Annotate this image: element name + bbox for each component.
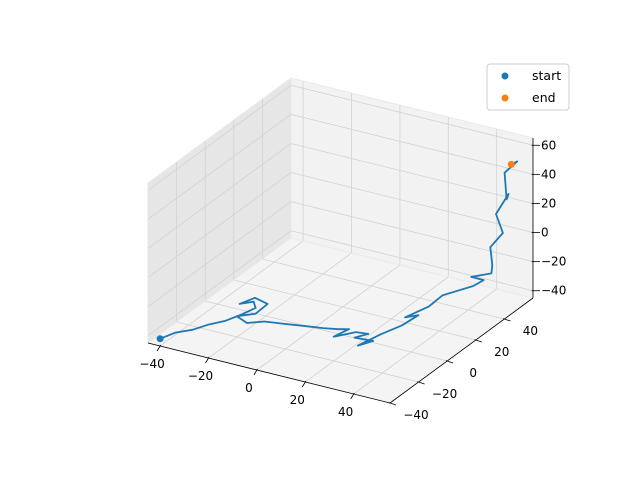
tick-x (156, 344, 162, 352)
tick-label-y: 40 (523, 324, 538, 338)
grid-line-z (147, 201, 292, 307)
axis-line-x (147, 342, 391, 404)
pane-floor (148, 238, 533, 403)
pane-edge (147, 237, 292, 344)
grid-line-x (353, 288, 497, 395)
grid-line-z (147, 114, 292, 220)
grid-line-z (290, 113, 534, 175)
grid-line-z (147, 172, 292, 278)
tick-y (417, 381, 425, 385)
tick-marks (156, 144, 540, 406)
tick-label-y: −20 (432, 387, 457, 401)
tick-label-y: −40 (403, 408, 428, 422)
tick-label-x: 40 (338, 405, 353, 419)
legend-start-label: start (532, 68, 561, 83)
legend-end-marker (501, 94, 509, 102)
plot-area (156, 160, 519, 347)
tick-label-x: 20 (290, 393, 305, 407)
grid-line-y (205, 300, 448, 362)
pane-left (148, 78, 291, 343)
grid-line-z (290, 230, 534, 292)
grid-line-x (159, 240, 304, 347)
grid-line-y (233, 279, 476, 341)
axis-edges (147, 77, 534, 404)
tick-label-z: −20 (541, 255, 566, 269)
grid-line-z (290, 201, 534, 263)
legend-start-marker (501, 72, 509, 80)
grid-line-y (262, 258, 505, 320)
grid-line-z (290, 143, 534, 204)
legend-end-label: end (532, 90, 556, 105)
grid-line-x (208, 252, 352, 359)
pane-edge (290, 77, 534, 139)
tick-x (253, 368, 258, 376)
pane-edge (290, 237, 534, 299)
tick-label-z: 40 (541, 167, 556, 181)
grid-line-z (147, 143, 292, 249)
grid-line-x (305, 276, 449, 383)
tick-label-x: −40 (139, 357, 164, 371)
tick-x (205, 356, 210, 364)
tick-label-z: −40 (541, 284, 566, 298)
tick-y (445, 360, 454, 364)
series-trajectory-line (159, 160, 519, 347)
grid-line-z (147, 230, 292, 337)
tick-y (474, 339, 482, 343)
axis-line-y (389, 297, 534, 404)
pane-edge (147, 77, 292, 184)
tick-label-z: 60 (541, 138, 556, 152)
tick-y (503, 318, 511, 322)
tick-label-x: 0 (245, 381, 253, 395)
grid-line-x (256, 264, 401, 371)
grid-line-z (290, 172, 534, 233)
marker-end (507, 160, 515, 168)
tick-labels: −40 −20 0 20 40 −40 −20 0 20 40 −40 −20 0 20 40 60 (139, 138, 566, 422)
grid-lines (147, 81, 534, 404)
tick-x (350, 392, 355, 400)
legend: start end (486, 63, 570, 111)
grid-line-z (147, 84, 292, 191)
grid-line-y (176, 321, 419, 383)
grid-line-z (290, 84, 534, 146)
marker-start (156, 335, 164, 343)
tick-x (301, 380, 307, 388)
tick-label-y: 20 (494, 345, 509, 359)
tick-y (388, 402, 397, 406)
tick-label-x: −20 (188, 369, 213, 383)
tick-label-z: 0 (541, 226, 549, 240)
tick-label-y: 0 (469, 366, 477, 380)
tick-label-z: 20 (541, 197, 556, 211)
